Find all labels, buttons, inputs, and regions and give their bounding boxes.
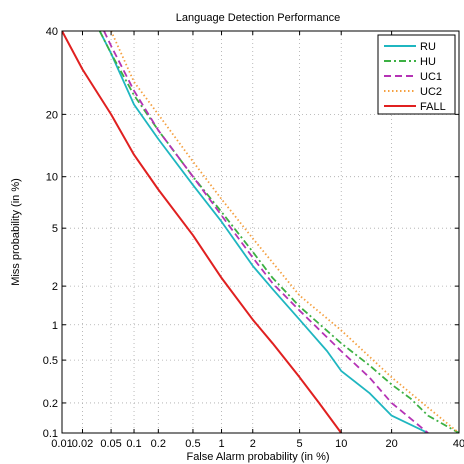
x-tick-label: 2: [250, 438, 256, 450]
y-tick-label: 1: [52, 320, 58, 332]
x-tick-label: 0.5: [185, 438, 200, 450]
x-tick-label: 20: [385, 438, 397, 450]
x-axis-title: False Alarm probability (in %): [186, 451, 329, 463]
legend-label-hu: HU: [420, 56, 436, 68]
legend-label-uc1: UC1: [420, 71, 442, 83]
x-tick-label: 5: [297, 438, 303, 450]
legend-box: [377, 34, 456, 115]
x-tick-label: 0.01: [51, 438, 72, 450]
series-line-fall: [62, 31, 343, 433]
y-tick-label: 0.1: [43, 428, 58, 440]
series-line-uc2: [110, 31, 459, 433]
x-tick-label: 40: [453, 438, 464, 450]
series-line-hu: [98, 31, 459, 433]
y-tick-label: 0.5: [43, 355, 58, 367]
y-tick-label: 0.2: [43, 398, 58, 410]
x-tick-label: 0.02: [72, 438, 93, 450]
series-lines: [62, 31, 459, 433]
y-tick-label: 20: [46, 109, 58, 121]
x-tick-label: 0.05: [100, 438, 121, 450]
y-tick-label: 5: [52, 223, 58, 235]
y-tick-label: 2: [52, 281, 58, 293]
x-tick-label: 0.1: [126, 438, 141, 450]
legend: RU HU UC1 UC2 FALL: [377, 34, 456, 115]
x-tick-label: 10: [335, 438, 347, 450]
series-line-uc1: [103, 31, 429, 433]
plot-frame: [61, 30, 460, 434]
chart-title: Language Detection Performance: [176, 12, 341, 24]
y-tick-label: 10: [46, 172, 58, 184]
legend-label-uc2: UC2: [420, 86, 442, 98]
x-tick-label: 1: [218, 438, 224, 450]
y-axis-title: Miss probability (in %): [10, 178, 22, 286]
y-axis-ticks: 0.1 0.2 0.5 1 2 5 10 20 40: [43, 26, 459, 440]
x-axis-ticks: 0.01 0.02 0.05 0.1 0.2 0.5 1 2 5 10 20 40: [51, 31, 464, 450]
legend-label-ru: RU: [420, 41, 436, 53]
series-line-ru: [98, 31, 429, 433]
y-tick-label: 40: [46, 26, 58, 38]
x-tick-label: 0.2: [151, 438, 166, 450]
legend-label-fall: FALL: [420, 101, 446, 113]
